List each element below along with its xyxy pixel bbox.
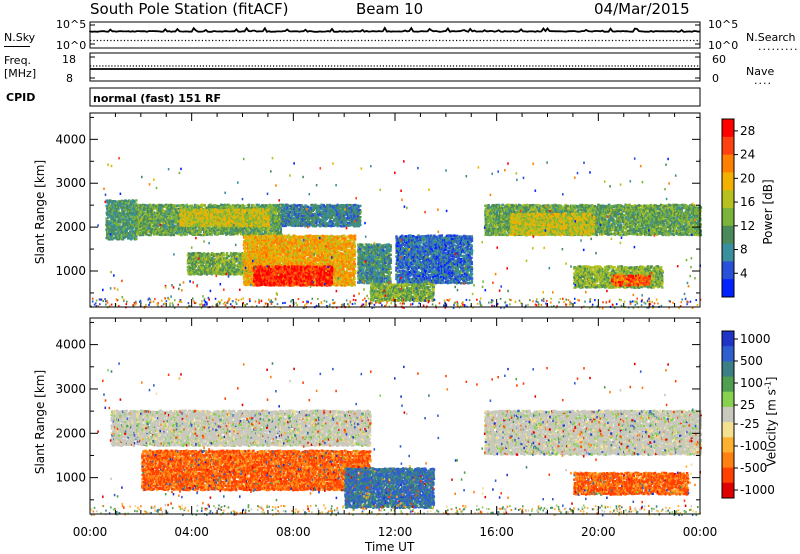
radar-summary-plot: 1000 2000 3000 4000 1000 2000 3000 4000 00:00 04:… — [0, 0, 800, 554]
freq-panel-frame — [90, 53, 700, 81]
heatmap-cell — [135, 199, 137, 201]
heatmap-cell — [125, 200, 127, 202]
heatmap-cell — [210, 234, 212, 236]
nsky-line — [90, 28, 700, 32]
nsky-panel-frame — [90, 22, 700, 48]
figure-canvas: 1000200030004000100020003000400000:00 04:… — [0, 0, 800, 554]
heatmap-cell — [186, 204, 188, 206]
heatmap-cell — [154, 218, 156, 220]
heatmap-cell — [186, 233, 188, 235]
heatmap-cell — [191, 205, 193, 207]
heatmap-cell — [130, 216, 132, 218]
heatmap-cell — [173, 234, 175, 236]
heatmap-cell — [151, 228, 153, 230]
heatmap-cell — [146, 233, 148, 235]
heatmap-cell — [204, 204, 206, 206]
heatmap-cell — [107, 210, 109, 212]
heatmap-cell — [135, 238, 137, 240]
heatmap-cell — [201, 204, 203, 206]
heatmap-cell — [191, 230, 193, 232]
heatmap-cell — [106, 220, 108, 222]
power-heatmap-cells — [90, 157, 702, 310]
